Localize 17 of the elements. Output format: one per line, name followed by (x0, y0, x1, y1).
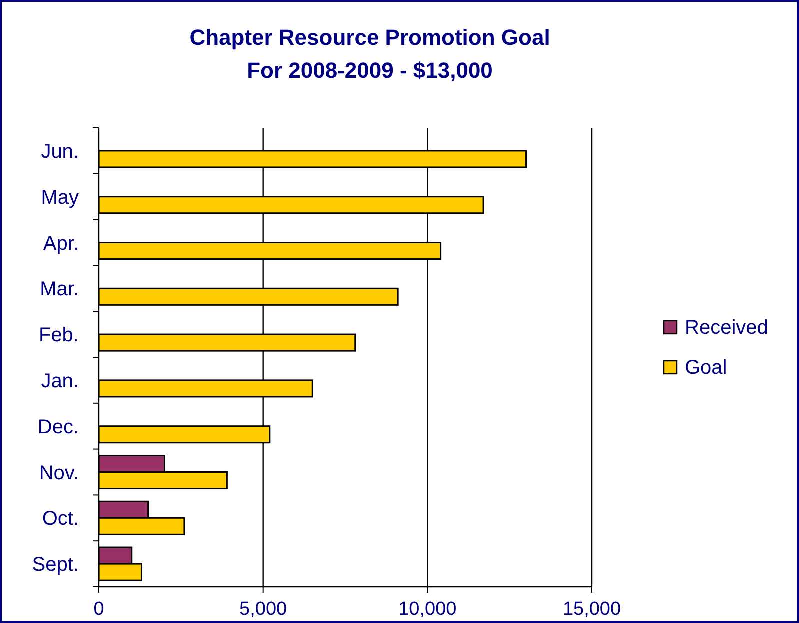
legend-label: Received (685, 317, 768, 339)
y-tick-label: Jun. (41, 140, 79, 163)
y-tick-label: Nov. (39, 462, 79, 484)
chart-title: Chapter Resource Promotion Goal For 2008-2009 - $13,000 (190, 25, 550, 83)
y-tick-label: Mar. (40, 278, 79, 301)
y-tick-label: Dec. (38, 416, 79, 438)
y-tick-label: May (41, 186, 79, 209)
x-tick-label: 15,000 (562, 599, 622, 620)
y-tick-label: Oct. (42, 508, 79, 530)
y-tick-label: Jan. (41, 370, 79, 392)
x-tick-label: 0 (94, 599, 104, 620)
x-tick-label: 5,000 (240, 599, 288, 620)
y-tick-label: Sept. (32, 554, 79, 576)
y-tick-label: Feb. (38, 324, 79, 347)
legend-label: Goal (685, 357, 728, 379)
x-tick-label: 10,000 (398, 599, 457, 620)
y-tick-label: Apr. (43, 232, 79, 255)
